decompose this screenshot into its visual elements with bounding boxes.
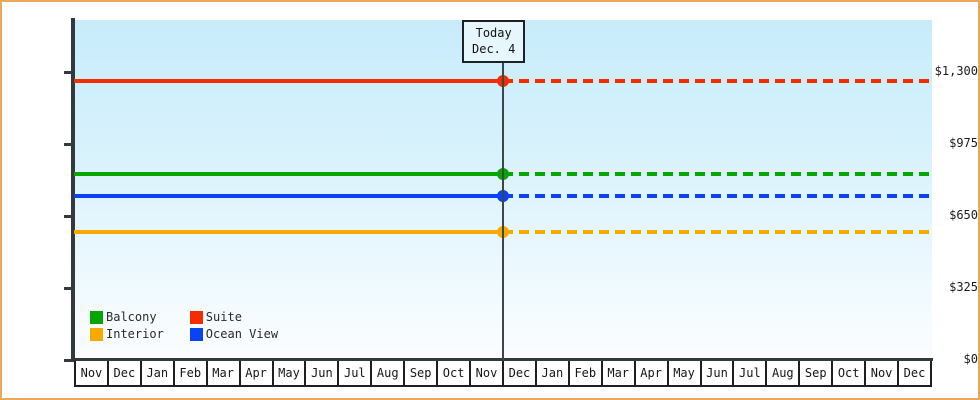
legend-item-label: Suite — [205, 310, 242, 324]
legend-item[interactable]: Interior — [90, 327, 164, 341]
x-axis-month-cell[interactable]: Feb — [172, 361, 206, 385]
x-axis-month-cell[interactable]: Nov — [864, 361, 898, 385]
x-axis-month-cell[interactable]: Jul — [732, 361, 766, 385]
series-line-solid — [74, 78, 503, 83]
legend-color-swatch — [90, 310, 103, 324]
legend-item-label: Balcony — [106, 310, 157, 324]
x-axis-month-strip: Nov Dec Jan Feb Mar Apr May Jun Jul Aug Sep Oct Nov D… — [74, 361, 932, 387]
y-axis-tick-label: $1,300 — [934, 64, 978, 78]
y-axis-line — [71, 18, 75, 362]
legend-item[interactable]: Suite — [189, 310, 278, 324]
y-axis-tick-label: $325 — [949, 280, 978, 294]
legend-color-swatch — [189, 327, 203, 341]
series-line-forecast-dashed — [503, 78, 932, 83]
y-axis-tick — [64, 215, 72, 218]
x-axis-month-cell[interactable]: May — [666, 361, 700, 385]
legend-item[interactable]: Balcony — [90, 310, 164, 324]
legend-item-label: Interior — [106, 327, 164, 341]
y-axis-tick-label: $975 — [949, 136, 978, 150]
series-line-forecast-dashed — [503, 171, 932, 176]
legend-item[interactable]: Ocean View — [189, 327, 279, 341]
y-axis-tick — [64, 287, 72, 290]
x-axis-month-cell[interactable]: Jun — [699, 361, 733, 385]
today-vertical-line — [502, 20, 504, 360]
x-axis-month-cell[interactable]: Oct — [831, 361, 865, 385]
x-axis-month-cell[interactable]: Dec — [897, 361, 930, 385]
x-axis-month-cell[interactable]: Sep — [798, 361, 832, 385]
x-axis-month-cell[interactable]: May — [271, 361, 305, 385]
legend: Balcony Suite Interior Ocean View — [90, 310, 278, 341]
legend-color-swatch — [189, 310, 203, 324]
x-axis-month-cell[interactable]: Nov — [469, 361, 502, 385]
x-axis-month-cell[interactable]: Mar — [600, 361, 634, 385]
x-axis-month-cell[interactable]: Jul — [337, 361, 371, 385]
legend-item-label: Ocean View — [205, 327, 279, 341]
series-line-solid — [74, 194, 503, 199]
y-axis-tick-label: $650 — [949, 208, 978, 222]
x-axis-month-cell[interactable]: Dec — [501, 361, 535, 385]
x-axis-month-cell[interactable]: Aug — [370, 361, 404, 385]
x-axis-month-cell[interactable]: Apr — [238, 361, 272, 385]
today-annotation-line2: Dec. 4 — [472, 42, 516, 56]
x-axis-month-cell[interactable]: Dec — [106, 361, 140, 385]
today-annotation-line1: Today — [475, 26, 512, 40]
series-line-forecast-dashed — [503, 229, 932, 234]
x-axis-month-cell[interactable]: Jan — [534, 361, 568, 385]
series-line-solid — [74, 171, 503, 176]
y-axis-tick — [64, 143, 72, 146]
x-axis-month-cell[interactable]: Aug — [765, 361, 799, 385]
x-axis-month-cell[interactable]: Feb — [567, 361, 601, 385]
y-axis-tick — [64, 71, 72, 74]
x-axis-month-cell[interactable]: Jun — [304, 361, 338, 385]
x-axis-month-cell[interactable]: Oct — [436, 361, 470, 385]
x-axis-month-cell[interactable]: Apr — [633, 361, 667, 385]
x-axis-month-cell[interactable]: Jan — [139, 361, 173, 385]
legend-color-swatch — [90, 327, 103, 341]
series-line-forecast-dashed — [503, 194, 932, 199]
today-annotation-box: Today Dec. 4 — [462, 20, 526, 63]
x-axis-month-cell[interactable]: Mar — [205, 361, 239, 385]
y-axis-tick-label: $0 — [963, 352, 978, 366]
x-axis-month-cell[interactable]: Sep — [403, 361, 437, 385]
y-axis-tick — [64, 359, 72, 362]
x-axis-month-cell[interactable]: Nov — [74, 361, 107, 385]
series-line-solid — [74, 229, 503, 234]
